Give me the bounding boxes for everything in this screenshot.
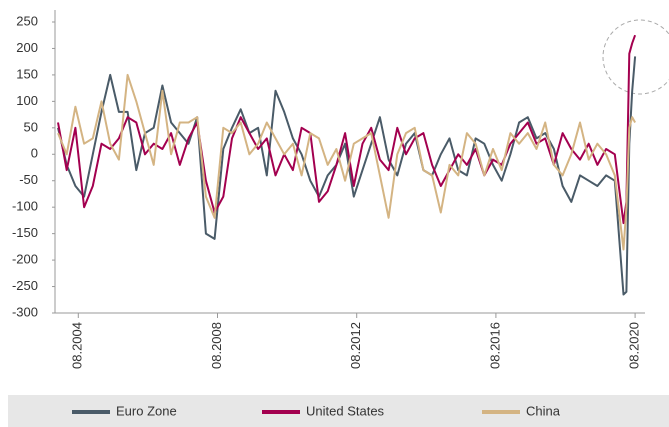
series-line [57,34,637,225]
y-tick-label: -100 [12,199,38,214]
y-tick-label: 50 [24,119,38,134]
series-line [57,56,637,296]
series-line [57,73,636,251]
x-tick-label: 08.2004 [70,322,85,369]
x-tick-label: 08.2020 [627,322,642,369]
y-tick-label: -50 [19,172,38,187]
x-tick-label: 08.2016 [487,322,502,369]
x-tick-label: 08.2012 [348,322,363,369]
y-tick-label: -200 [12,252,38,267]
legend-label: Euro Zone [116,403,177,418]
y-tick-label: 150 [16,66,38,81]
y-tick-label: 100 [16,93,38,108]
y-tick-label: 250 [16,13,38,28]
highlight-circle [602,19,669,95]
y-tick-label: 0 [31,146,38,161]
y-tick-label: 200 [16,40,38,55]
legend-label: China [526,403,561,418]
y-tick-label: -250 [12,278,38,293]
y-tick-label: -300 [12,304,38,319]
y-tick-label: -150 [12,225,38,240]
legend-label: United States [306,403,385,418]
x-tick-label: 08.2008 [209,322,224,369]
legend-box [8,395,669,427]
